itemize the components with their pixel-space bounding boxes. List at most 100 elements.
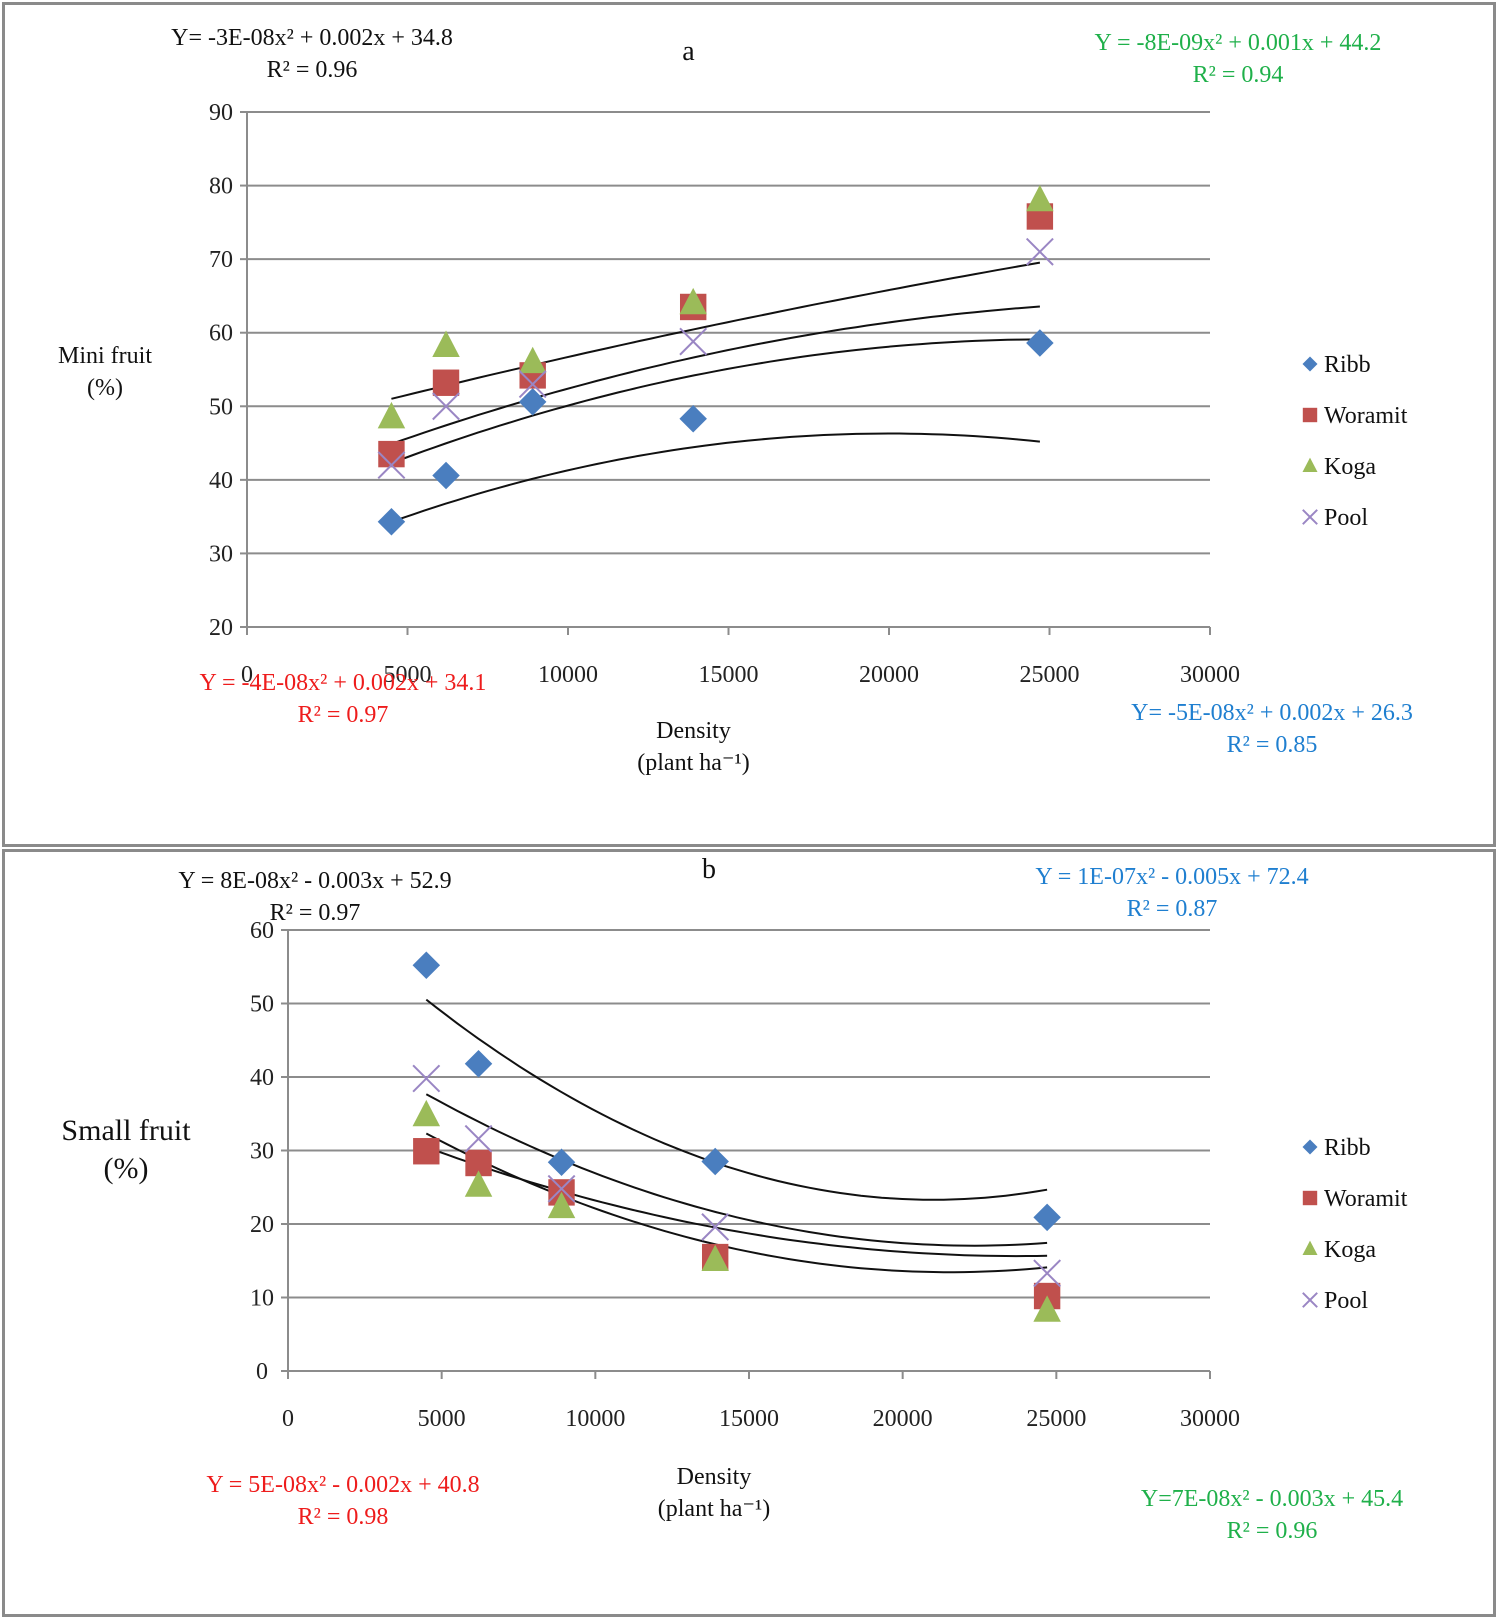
- chart-a-legend-label-woramit: Woramit: [1324, 403, 1408, 429]
- chart-a-point-pool: [377, 451, 406, 480]
- chart-panel-a: [2, 2, 1496, 847]
- chart-a-trend-equation-ribb: Y= -5E-08x² + 0.002x + 26.3: [1131, 700, 1413, 726]
- chart-b-y-tick-label: 10: [250, 1286, 274, 1312]
- chart-a-x-axis-unit: (plant ha⁻¹): [637, 750, 750, 776]
- chart-a-point-koga: [679, 287, 707, 315]
- chart-a-point-pool-stroke: [518, 370, 547, 399]
- chart-a-point-pool-stroke: [679, 327, 708, 356]
- chart-b-trend-equation-pool: Y = 8E-08x² - 0.003x + 52.9: [178, 868, 451, 894]
- chart-b-point-pool: [1033, 1259, 1062, 1288]
- chart-a-trendline-woramit: [391, 338, 1040, 464]
- chart-b-point-pool-stroke: [412, 1064, 441, 1093]
- chart-a-point-ribb: [1026, 329, 1054, 357]
- chart-b-y-axis-label: Small fruit: [61, 1114, 191, 1147]
- chart-a-point-woramit: [432, 369, 460, 396]
- chart-a-x-tick-label: 10000: [538, 662, 598, 688]
- chart-a-trend-equation-pool: Y= -3E-08x² + 0.002x + 34.8: [171, 25, 453, 51]
- chart-a-x-tick-label: 25000: [1020, 662, 1080, 688]
- chart-a-x-tick-label: 15000: [699, 662, 759, 688]
- chart-a-trend-equation-woramit: Y = -4E-08x² + 0.002x + 34.1: [200, 670, 487, 696]
- chart-b-trend-r2-pool: R² = 0.97: [270, 900, 361, 926]
- chart-b-point-ribb: [412, 951, 441, 980]
- chart-b-x-axis-unit: (plant ha⁻¹): [658, 1496, 771, 1522]
- chart-a-legend-marker-ribb: [1302, 356, 1318, 372]
- chart-a-point-pool: [518, 370, 547, 399]
- chart-b-trend-r2-ribb: R² = 0.87: [1127, 896, 1218, 922]
- chart-b-point-koga: [464, 1170, 493, 1197]
- chart-a-point-pool: [679, 327, 708, 356]
- chart-b-point-ribb: [547, 1148, 576, 1177]
- chart-a-x-tick-label: 20000: [859, 662, 919, 688]
- chart-b-point-koga: [701, 1244, 729, 1272]
- chart-a-point-pool-stroke: [432, 392, 460, 421]
- chart-b-point-pool: [547, 1174, 576, 1203]
- chart-b-legend-marker-woramit: [1302, 1190, 1318, 1206]
- chart-b-legend-marker-koga: [1302, 1240, 1318, 1255]
- chart-b-point-ribb: [701, 1147, 729, 1176]
- chart-a-trendline-pool: [391, 305, 1040, 445]
- chart-a-x-tick-label: 30000: [1180, 662, 1240, 688]
- chart-a-legend-marker-pool: [1302, 509, 1318, 525]
- chart-a-trend-r2-pool: R² = 0.96: [267, 57, 358, 83]
- chart-a-y-axis-label: Mini fruit: [58, 343, 152, 369]
- chart-a-x-axis-label: Density: [656, 718, 731, 744]
- chart-b-trend-equation-woramit: Y = 5E-08x² - 0.002x + 40.8: [206, 1472, 479, 1498]
- chart-b-title: b: [702, 854, 716, 885]
- chart-b-legend-label-pool: Pool: [1324, 1288, 1368, 1314]
- chart-b-trend-equation-koga: Y=7E-08x² - 0.003x + 45.4: [1141, 1486, 1403, 1512]
- chart-a-point-koga: [518, 346, 547, 374]
- chart-b-y-tick-label: 40: [250, 1065, 274, 1091]
- chart-b-legend-marker-pool: [1302, 1292, 1318, 1308]
- chart-a-y-tick-label: 80: [209, 174, 233, 200]
- chart-a-legend-label-koga: Koga: [1324, 454, 1376, 480]
- chart-b-y-tick-label: 0: [256, 1359, 268, 1385]
- chart-b-x-tick-label: 20000: [873, 1406, 933, 1432]
- chart-b-x-tick-label: 30000: [1180, 1406, 1240, 1432]
- chart-a-trendline-koga: [391, 261, 1041, 400]
- chart-a-point-ribb: [377, 508, 406, 536]
- chart-b-point-ribb: [464, 1050, 493, 1078]
- chart-a-trend-r2-koga: R² = 0.94: [1193, 62, 1284, 88]
- chart-b-point-pool-stroke: [701, 1213, 730, 1241]
- chart-a-legend-marker-koga: [1302, 457, 1318, 472]
- chart-a-y-tick-label: 20: [209, 615, 233, 641]
- chart-b-y-axis-unit: (%): [104, 1152, 149, 1185]
- chart-b-point-koga: [547, 1191, 576, 1219]
- chart-b-point-pool-stroke: [1033, 1259, 1062, 1288]
- chart-b-x-tick-label: 5000: [418, 1406, 466, 1432]
- chart-b-y-tick-label: 20: [250, 1212, 274, 1238]
- chart-a-y-tick-label: 90: [209, 100, 233, 126]
- chart-a-y-tick-label: 60: [209, 321, 233, 347]
- chart-b-trend-r2-woramit: R² = 0.98: [298, 1504, 389, 1530]
- chart-b-x-tick-label: 10000: [565, 1406, 625, 1432]
- chart-b-y-tick-label: 30: [250, 1139, 274, 1165]
- chart-a-point-koga: [377, 401, 406, 429]
- chart-a-x-tick-label: 5000: [384, 662, 432, 688]
- chart-a-point-ribb: [518, 388, 547, 416]
- chart-b-point-koga: [412, 1099, 441, 1127]
- chart-b-legend-label-ribb: Ribb: [1324, 1135, 1371, 1161]
- chart-b-x-tick-label: 15000: [719, 1406, 779, 1432]
- chart-b-trendline-ribb: [425, 998, 1048, 1201]
- chart-a-point-koga: [432, 330, 460, 357]
- chart-b-y-tick-label: 60: [250, 918, 274, 944]
- chart-b-trend-r2-koga: R² = 0.96: [1227, 1518, 1318, 1544]
- chart-b-point-ribb: [1033, 1203, 1061, 1232]
- chart-b-y-tick-label: 50: [250, 992, 274, 1018]
- chart-b-x-tick-label: 25000: [1026, 1406, 1086, 1432]
- chart-b-trendline-pool: [425, 1093, 1048, 1247]
- chart-b-point-woramit: [413, 1138, 440, 1165]
- chart-b-legend-label-woramit: Woramit: [1324, 1186, 1408, 1212]
- chart-a-trendline-ribb: [391, 432, 1041, 523]
- chart-b-x-tick-label: 0: [282, 1406, 294, 1432]
- chart-b-point-pool-stroke: [464, 1124, 493, 1153]
- chart-a-legend-marker-pool-stroke: [1302, 509, 1318, 525]
- chart-a-point-ribb: [432, 461, 460, 490]
- chart-a-point-woramit: [378, 440, 405, 468]
- chart-a-point-pool-stroke: [1025, 237, 1054, 266]
- chart-b-point-pool: [412, 1064, 441, 1093]
- chart-b-legend-marker-pool-stroke: [1302, 1292, 1318, 1308]
- chart-b-point-pool-stroke: [547, 1174, 576, 1203]
- chart-a-y-tick-label: 40: [209, 468, 233, 494]
